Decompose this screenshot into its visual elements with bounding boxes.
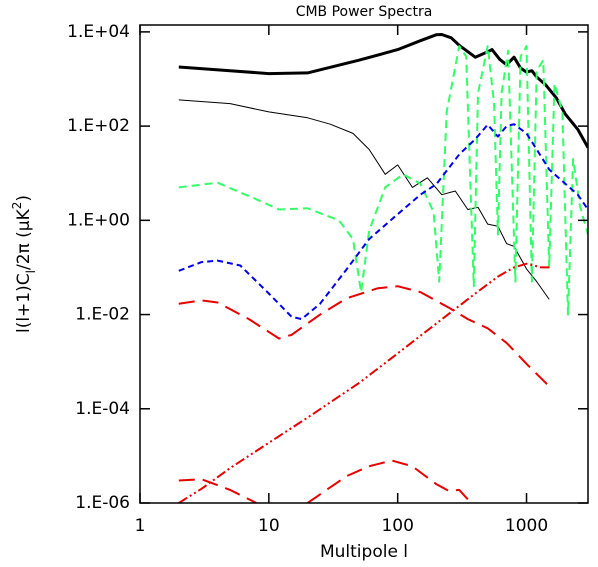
y-axis-label: l(l+1)Cl/2π (μK2) [10, 195, 38, 333]
y-tick-label: 1.E-02 [75, 305, 130, 325]
y-axis-label-part: l(l+1)C [14, 273, 34, 333]
data-line [178, 459, 476, 503]
y-tick-label: 1.E-06 [75, 493, 130, 513]
data-line [178, 123, 588, 321]
data-line [178, 33, 588, 149]
data-line [178, 99, 550, 300]
x-axis-label: Multipole l [320, 542, 408, 562]
x-tick-label: 100 [381, 516, 413, 536]
y-axis-label-part: /2π (μK [14, 208, 34, 270]
data-line [178, 262, 550, 503]
plot-lines [178, 33, 588, 503]
data-line [178, 285, 550, 388]
plot-frame [139, 24, 589, 504]
y-axis-label-part: 2 [10, 202, 24, 210]
y-tick-label: 1.E+02 [67, 116, 130, 136]
x-tick-label: 10 [258, 516, 280, 536]
x-tick-label: 1 [135, 516, 146, 536]
y-tick-label: 1.E+00 [67, 210, 130, 230]
y-tick-label: 1.E+04 [67, 22, 130, 42]
y-tick-label: 1.E-04 [75, 399, 130, 419]
y-axis-label-part: ) [14, 195, 34, 202]
chart-title: CMB Power Spectra [296, 4, 433, 20]
data-line [178, 45, 588, 316]
x-tick-label: 1000 [505, 516, 548, 536]
y-axis-label-part: l [24, 270, 38, 273]
